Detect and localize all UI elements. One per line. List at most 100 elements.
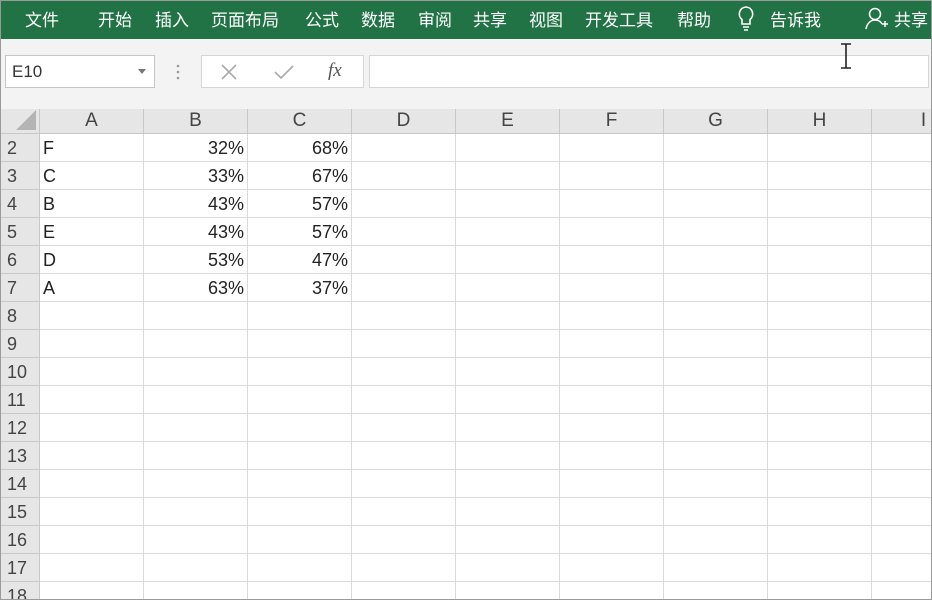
cell[interactable] <box>456 134 560 162</box>
cell[interactable] <box>40 330 144 358</box>
cell[interactable] <box>456 218 560 246</box>
cell[interactable] <box>768 442 872 470</box>
cell[interactable] <box>872 218 931 246</box>
ribbon-tab[interactable]: 共享 <box>473 11 507 30</box>
cell[interactable]: F <box>40 134 144 162</box>
row-header[interactable]: 8 <box>1 302 40 330</box>
ribbon-tab[interactable]: 文件 <box>25 11 59 30</box>
cell[interactable] <box>768 162 872 190</box>
cell[interactable] <box>768 386 872 414</box>
cell[interactable] <box>352 134 456 162</box>
cell[interactable]: 47% <box>248 246 352 274</box>
cell[interactable] <box>560 246 664 274</box>
column-header[interactable]: G <box>664 109 768 134</box>
row-header[interactable]: 6 <box>1 246 40 274</box>
cell[interactable] <box>872 162 931 190</box>
cell[interactable] <box>768 218 872 246</box>
cell[interactable] <box>456 470 560 498</box>
cell[interactable] <box>768 414 872 442</box>
cell[interactable] <box>352 218 456 246</box>
column-header[interactable]: A <box>40 109 144 134</box>
cell[interactable] <box>664 274 768 302</box>
cell[interactable] <box>248 330 352 358</box>
cell[interactable]: 43% <box>144 218 248 246</box>
row-header[interactable]: 7 <box>1 274 40 302</box>
cell[interactable] <box>352 582 456 599</box>
cell[interactable] <box>144 386 248 414</box>
cell[interactable] <box>144 442 248 470</box>
row-header[interactable]: 2 <box>1 134 40 162</box>
cell[interactable] <box>144 554 248 582</box>
cell[interactable] <box>560 330 664 358</box>
cell[interactable] <box>664 554 768 582</box>
formula-input[interactable] <box>369 55 929 88</box>
cell[interactable] <box>664 302 768 330</box>
cell[interactable] <box>872 190 931 218</box>
cell[interactable] <box>248 498 352 526</box>
cell[interactable] <box>248 358 352 386</box>
cell[interactable] <box>664 386 768 414</box>
cell[interactable] <box>664 330 768 358</box>
cell[interactable] <box>872 274 931 302</box>
cell[interactable] <box>872 358 931 386</box>
cell[interactable] <box>872 330 931 358</box>
cell[interactable] <box>872 470 931 498</box>
cell[interactable] <box>40 414 144 442</box>
cell[interactable] <box>560 414 664 442</box>
cell[interactable] <box>40 386 144 414</box>
column-header[interactable]: H <box>768 109 872 134</box>
cell[interactable] <box>352 498 456 526</box>
cell[interactable] <box>248 582 352 599</box>
cell[interactable] <box>352 274 456 302</box>
cell[interactable] <box>144 498 248 526</box>
cell[interactable] <box>248 442 352 470</box>
row-header[interactable]: 4 <box>1 190 40 218</box>
row-header[interactable]: 3 <box>1 162 40 190</box>
cell[interactable]: C <box>40 162 144 190</box>
cell[interactable]: D <box>40 246 144 274</box>
row-header[interactable]: 13 <box>1 442 40 470</box>
select-all-corner[interactable] <box>1 109 40 134</box>
cell[interactable] <box>664 414 768 442</box>
cell[interactable] <box>40 498 144 526</box>
cell[interactable] <box>664 190 768 218</box>
row-header[interactable]: 9 <box>1 330 40 358</box>
column-header[interactable]: B <box>144 109 248 134</box>
ribbon-tab[interactable]: 视图 <box>529 11 563 30</box>
row-header[interactable]: 17 <box>1 554 40 582</box>
row-header[interactable]: 5 <box>1 218 40 246</box>
cell[interactable]: 67% <box>248 162 352 190</box>
cell[interactable] <box>352 414 456 442</box>
column-header[interactable]: D <box>352 109 456 134</box>
cell[interactable] <box>872 526 931 554</box>
cell[interactable] <box>768 246 872 274</box>
cell[interactable] <box>872 498 931 526</box>
cell[interactable] <box>560 526 664 554</box>
column-header[interactable]: I <box>872 109 931 134</box>
cell[interactable] <box>560 274 664 302</box>
ribbon-tab[interactable]: 插入 <box>155 11 189 30</box>
cell[interactable] <box>352 470 456 498</box>
cell[interactable] <box>456 302 560 330</box>
ribbon-tab[interactable]: 数据 <box>361 11 395 30</box>
column-header[interactable]: C <box>248 109 352 134</box>
cell[interactable]: 37% <box>248 274 352 302</box>
row-header[interactable]: 14 <box>1 470 40 498</box>
ribbon-tab[interactable]: 开始 <box>98 11 132 30</box>
cell[interactable] <box>456 190 560 218</box>
cell[interactable] <box>872 442 931 470</box>
cell[interactable]: 53% <box>144 246 248 274</box>
cell[interactable] <box>248 302 352 330</box>
cell[interactable]: 63% <box>144 274 248 302</box>
cell[interactable] <box>352 246 456 274</box>
cell[interactable]: 43% <box>144 190 248 218</box>
cell[interactable] <box>144 302 248 330</box>
cancel-icon[interactable] <box>221 64 237 80</box>
name-box[interactable]: E10 <box>5 55 155 88</box>
cell[interactable] <box>768 470 872 498</box>
cell[interactable] <box>768 526 872 554</box>
cell[interactable] <box>872 386 931 414</box>
cell[interactable] <box>768 582 872 599</box>
cell[interactable] <box>456 582 560 599</box>
cell[interactable] <box>456 498 560 526</box>
